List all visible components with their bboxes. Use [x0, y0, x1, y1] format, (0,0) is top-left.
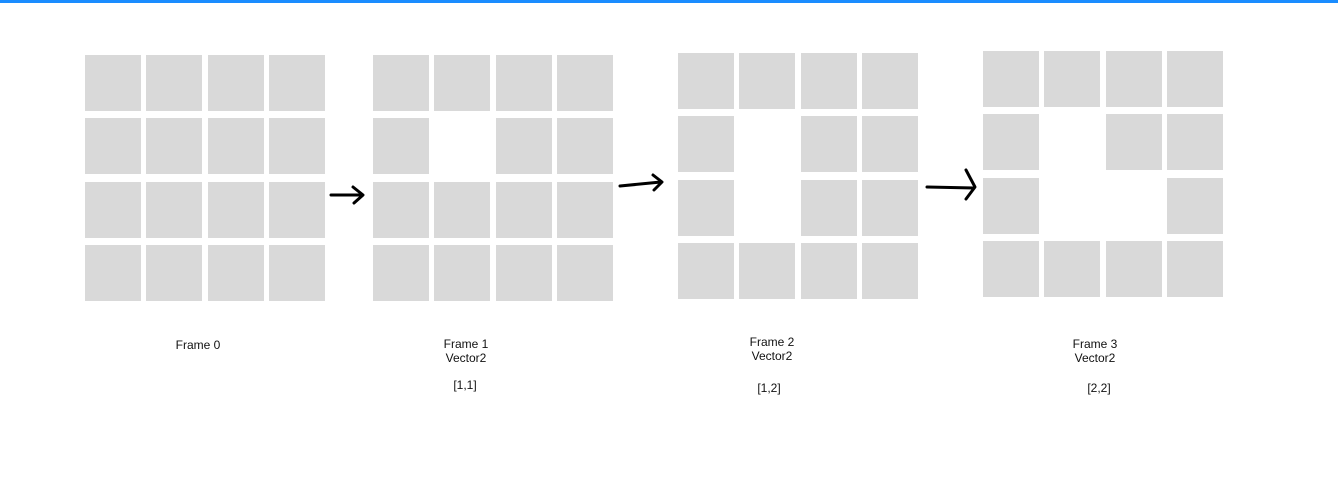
grid-cell — [496, 55, 552, 111]
grid-cell — [678, 180, 734, 236]
grid-cell — [269, 182, 325, 238]
grid-cell — [862, 53, 918, 109]
grid-cell — [208, 245, 264, 301]
grid-cell — [146, 182, 202, 238]
frame-3-coord: [2,2] — [1087, 381, 1111, 395]
frame-3-label: Frame 3 Vector2 — [1015, 337, 1175, 365]
frame-subtitle: Vector2 — [1074, 351, 1116, 365]
grid-cell — [983, 241, 1039, 297]
grid-cell — [801, 116, 857, 172]
grid-cell — [1167, 241, 1223, 297]
grid-cell — [557, 245, 613, 301]
grid-cell — [557, 182, 613, 238]
frame-subtitle: Vector2 — [751, 349, 793, 363]
grid-cell — [862, 243, 918, 299]
grid-cell — [434, 245, 490, 301]
frame-1-coord: [1,1] — [453, 378, 477, 392]
grid-cell — [678, 243, 734, 299]
grid-cell — [373, 118, 429, 174]
grid-cell — [862, 116, 918, 172]
frame-title: Frame 3 — [1072, 337, 1118, 351]
frame-0-grid — [85, 55, 326, 301]
grid-cell — [269, 118, 325, 174]
grid-cell — [208, 182, 264, 238]
grid-cell — [983, 51, 1039, 107]
grid-cell — [269, 55, 325, 111]
grid-cell — [373, 182, 429, 238]
frame-1-label: Frame 1 Vector2 — [386, 337, 546, 365]
grid-cell — [1044, 51, 1100, 107]
grid-cell — [85, 245, 141, 301]
grid-cell — [208, 55, 264, 111]
grid-cell — [801, 180, 857, 236]
grid-cell — [862, 180, 918, 236]
frame-title: Frame 0 — [175, 338, 221, 352]
grid-cell — [1106, 51, 1162, 107]
grid-cell — [434, 55, 490, 111]
frame-2-label: Frame 2 Vector2 — [692, 335, 852, 363]
grid-cell — [373, 245, 429, 301]
grid-cell — [85, 55, 141, 111]
grid-cell — [983, 114, 1039, 170]
grid-cell — [434, 182, 490, 238]
top-accent-bar — [0, 0, 1338, 3]
grid-cell — [373, 55, 429, 111]
grid-cell — [146, 118, 202, 174]
grid-cell — [496, 118, 552, 174]
grid-cell — [85, 182, 141, 238]
grid-cell — [269, 245, 325, 301]
grid-cell — [146, 245, 202, 301]
grid-cell — [85, 118, 141, 174]
grid-cell — [678, 116, 734, 172]
grid-cell — [1167, 114, 1223, 170]
grid-cell — [208, 118, 264, 174]
frame-1-grid — [373, 55, 614, 301]
grid-cell — [983, 178, 1039, 234]
frame-3-grid — [983, 51, 1224, 297]
arrow-icon — [329, 185, 365, 205]
grid-cell — [801, 243, 857, 299]
frame-2-grid — [678, 53, 919, 299]
arrow-icon — [618, 173, 664, 192]
grid-cell — [739, 243, 795, 299]
grid-cell — [739, 53, 795, 109]
grid-cell — [801, 53, 857, 109]
frame-0-label: Frame 0 — [118, 338, 278, 352]
frame-title: Frame 1 — [443, 337, 489, 351]
grid-cell — [1167, 51, 1223, 107]
frame-title: Frame 2 — [749, 335, 795, 349]
grid-cell — [1106, 114, 1162, 170]
grid-cell — [557, 55, 613, 111]
grid-cell — [1044, 241, 1100, 297]
arrow-icon — [925, 168, 977, 201]
grid-cell — [1167, 178, 1223, 234]
grid-cell — [1106, 241, 1162, 297]
grid-cell — [678, 53, 734, 109]
frame-2-coord: [1,2] — [757, 381, 781, 395]
grid-cell — [496, 245, 552, 301]
frame-subtitle: Vector2 — [445, 351, 487, 365]
grid-cell — [496, 182, 552, 238]
grid-cell — [557, 118, 613, 174]
grid-cell — [146, 55, 202, 111]
